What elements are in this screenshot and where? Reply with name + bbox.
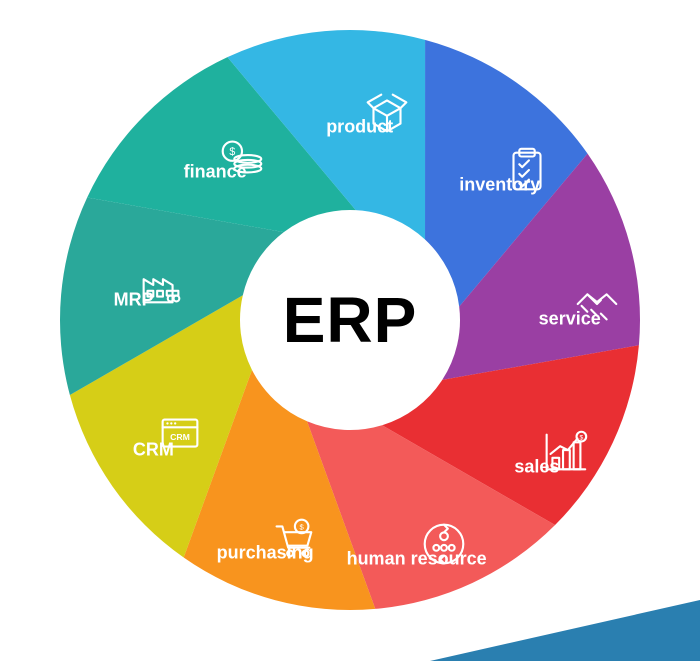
segment-label-purchasing: purchasing	[217, 542, 314, 563]
svg-text:$: $	[579, 435, 583, 442]
segment-label-crm: CRM	[133, 440, 174, 461]
segment-label-finance: finance	[184, 162, 247, 183]
erp-infographic: { "type": "infographic", "layout": "aper…	[0, 0, 700, 661]
segment-label-human_resource: human resource	[347, 549, 487, 570]
svg-text:$: $	[300, 522, 305, 531]
center-title: ERP	[283, 283, 418, 357]
svg-text:$: $	[230, 146, 236, 158]
segment-label-sales: sales	[514, 457, 559, 478]
segment-label-service: service	[539, 309, 601, 330]
segment-label-inventory: inventory	[459, 174, 540, 195]
segment-label-product: product	[326, 116, 393, 137]
segment-label-mrp: MRP	[114, 290, 154, 311]
corner-accent	[430, 600, 700, 661]
